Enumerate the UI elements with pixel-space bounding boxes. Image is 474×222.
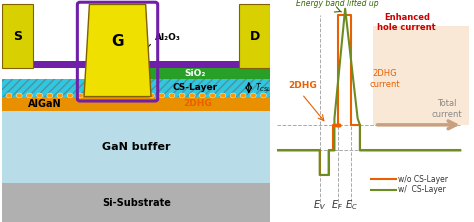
Circle shape xyxy=(210,93,216,98)
Text: Total
current: Total current xyxy=(432,99,462,119)
Circle shape xyxy=(220,93,226,98)
Circle shape xyxy=(36,93,43,98)
Bar xyxy=(2,111,270,183)
Bar xyxy=(148,68,270,79)
Bar xyxy=(2,79,270,97)
Text: Energy band lifted up: Energy band lifted up xyxy=(296,0,379,8)
Circle shape xyxy=(67,93,73,98)
Circle shape xyxy=(159,93,164,98)
Text: Si-Substrate: Si-Substrate xyxy=(102,198,171,208)
Circle shape xyxy=(27,93,32,98)
Text: GaN buffer: GaN buffer xyxy=(102,142,171,152)
Text: 2DHG: 2DHG xyxy=(183,99,212,108)
Text: G: G xyxy=(111,34,124,49)
Polygon shape xyxy=(84,4,151,97)
Bar xyxy=(2,4,33,68)
Bar xyxy=(373,26,469,125)
Text: Al₂O₃: Al₂O₃ xyxy=(155,33,181,42)
Text: S: S xyxy=(13,30,22,43)
Circle shape xyxy=(148,93,155,98)
Circle shape xyxy=(77,93,83,98)
Circle shape xyxy=(16,93,22,98)
Bar xyxy=(2,97,270,111)
Circle shape xyxy=(169,93,175,98)
Bar xyxy=(2,183,270,222)
Text: w/o CS-Layer: w/o CS-Layer xyxy=(398,175,448,184)
Bar xyxy=(148,79,270,97)
Text: SiO₂: SiO₂ xyxy=(184,69,206,78)
Circle shape xyxy=(57,93,63,98)
Circle shape xyxy=(250,93,256,98)
Text: $T_{CSL}$: $T_{CSL}$ xyxy=(255,81,272,94)
Circle shape xyxy=(179,93,185,98)
Bar xyxy=(2,79,87,97)
Text: 2DHG
current: 2DHG current xyxy=(369,69,400,89)
Circle shape xyxy=(47,93,53,98)
Circle shape xyxy=(189,93,195,98)
Circle shape xyxy=(6,93,12,98)
Text: $E_C$: $E_C$ xyxy=(345,198,357,212)
Text: w/  CS-Layer: w/ CS-Layer xyxy=(398,185,446,194)
Bar xyxy=(2,61,270,68)
Text: $E_F$: $E_F$ xyxy=(331,198,344,212)
Circle shape xyxy=(230,93,236,98)
Bar xyxy=(239,4,270,68)
Text: CS-Layer: CS-Layer xyxy=(173,83,218,92)
Circle shape xyxy=(261,93,266,98)
Circle shape xyxy=(200,93,205,98)
Text: $E_V$: $E_V$ xyxy=(313,198,326,212)
Text: AlGaN: AlGaN xyxy=(28,99,62,109)
Text: 2DHG: 2DHG xyxy=(289,81,317,90)
Circle shape xyxy=(240,93,246,98)
Text: Enhanced
hole current: Enhanced hole current xyxy=(377,13,436,32)
Text: D: D xyxy=(250,30,260,43)
